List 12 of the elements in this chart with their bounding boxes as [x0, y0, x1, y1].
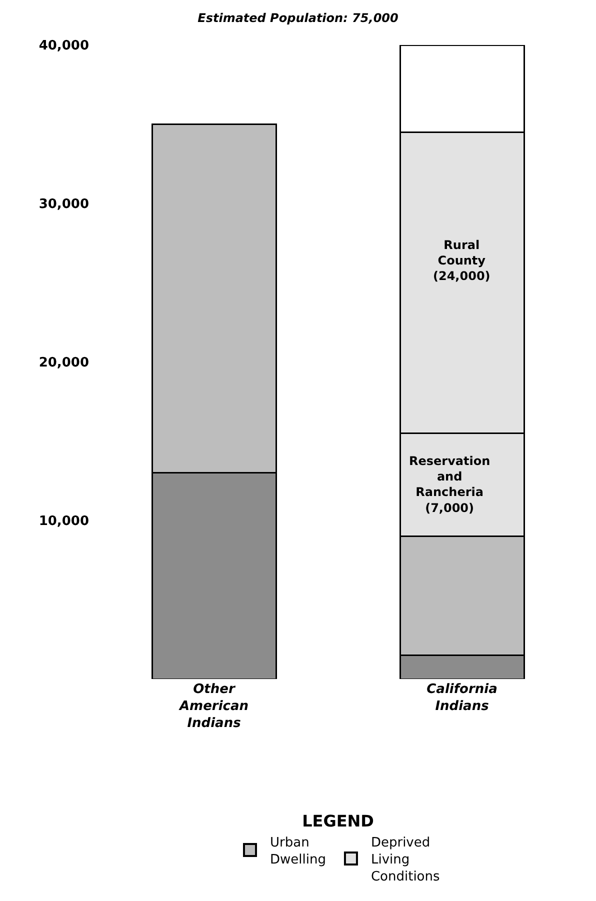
y-tick-label: 20,000: [38, 356, 89, 371]
y-tick-label: 30,000: [38, 197, 89, 212]
x-tick-label: Other American Indians: [178, 682, 249, 731]
x-tick-label: California Indians: [426, 682, 498, 714]
annotation: Reservation and Rancheria (7,000): [409, 454, 490, 515]
legend-label: Urban Dwelling: [270, 836, 326, 868]
legend-label: Deprived Living Conditions: [370, 836, 440, 884]
y-tick-label: 40,000: [38, 38, 89, 54]
chart-title: Estimated Population: 75,000: [198, 10, 398, 25]
legend-title: LEGEND: [302, 812, 374, 831]
annotation: Rural County (24,000): [433, 238, 490, 284]
y-tick-label: 10,000: [38, 514, 89, 530]
